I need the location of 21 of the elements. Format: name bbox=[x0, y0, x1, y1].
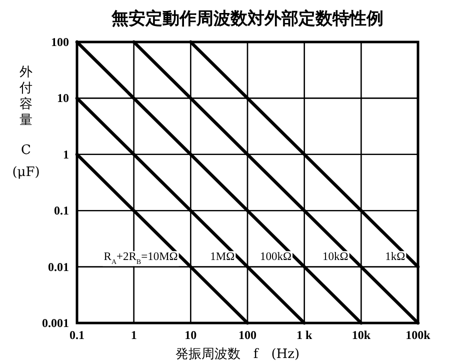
x-tick-label: 100 bbox=[238, 328, 256, 342]
y-tick-label: 10 bbox=[57, 91, 69, 106]
x-tick-label: 10 bbox=[184, 328, 197, 342]
y-tick-label: 0.1 bbox=[54, 204, 69, 218]
y-tick-label: 100 bbox=[51, 35, 69, 49]
x-tick-label: 0.1 bbox=[70, 328, 84, 342]
x-tick-label: 1 bbox=[130, 328, 137, 342]
y-tick-label: 0.01 bbox=[48, 260, 69, 274]
series-label: 100kΩ bbox=[260, 251, 292, 264]
series-label: 1kΩ bbox=[385, 251, 406, 264]
series-label: 1MΩ bbox=[210, 251, 235, 264]
x-axis-title: 発振周波数 f (Hz) bbox=[175, 347, 300, 362]
series-label: 10kΩ bbox=[322, 251, 348, 264]
chart-title: 無安定動作周波数対外部定数特性例 bbox=[110, 9, 384, 29]
y-tick-label: 1 bbox=[63, 147, 69, 162]
y-tick-label: 0.001 bbox=[42, 316, 69, 330]
x-tick-label: 10k bbox=[352, 328, 371, 342]
series-label: R$_{A}$+2R$_{B}$=10MΩ bbox=[104, 251, 178, 266]
y-axis-title: 外付容量 C (μF) bbox=[12, 65, 40, 180]
x-tick-label: 100k bbox=[406, 328, 431, 342]
x-tick-label: 1 k bbox=[296, 328, 312, 342]
